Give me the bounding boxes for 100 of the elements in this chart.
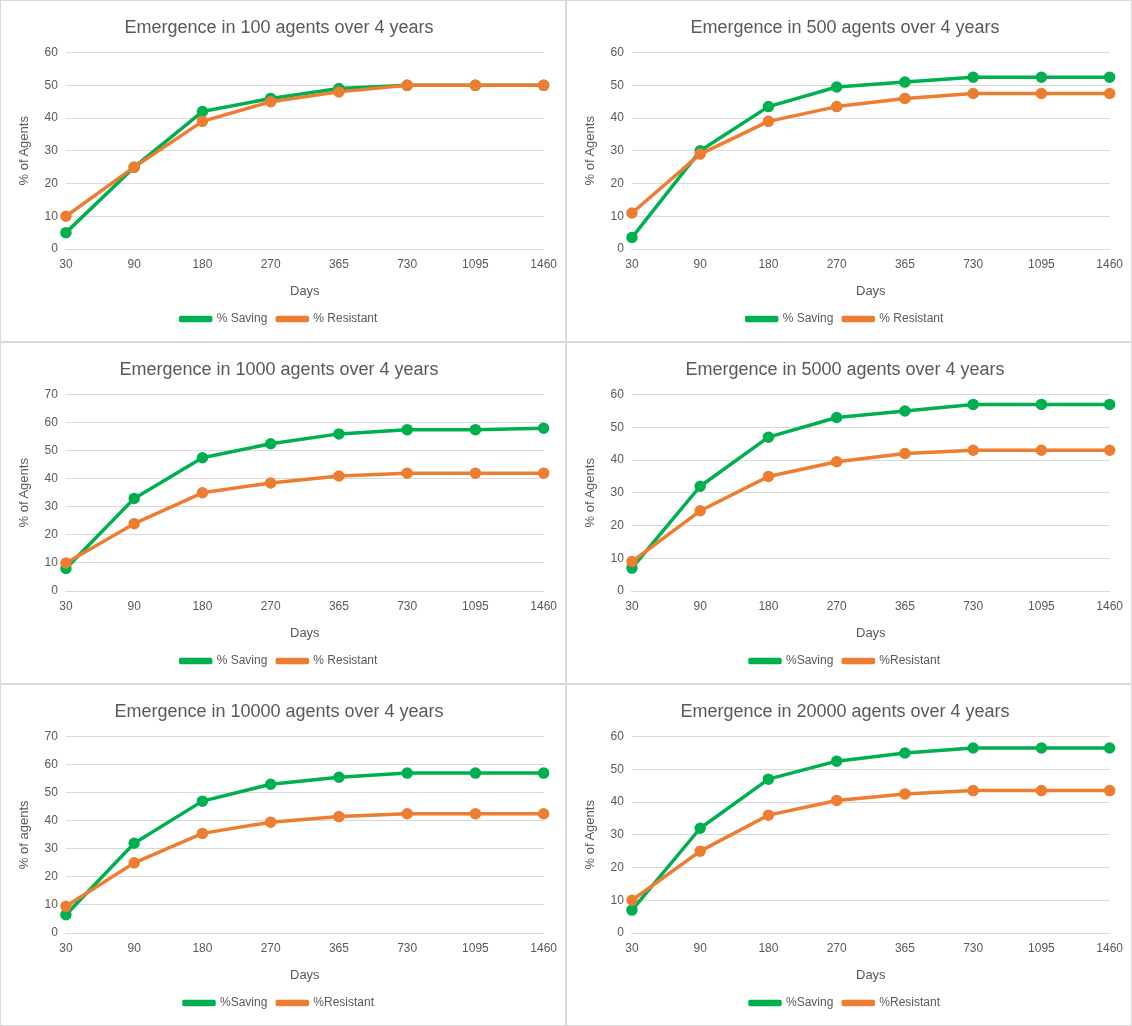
x-axis-title: Days [289,966,321,982]
y-tick-label: 20 [610,859,625,874]
x-tick-label: 270 [826,256,848,271]
y-tick-label: 70 [44,728,59,743]
x-tick-label: 180 [192,256,213,271]
y-tick-label: 30 [610,143,625,158]
x-axis-title: Days [855,624,887,640]
legend-label: %Resistant [879,653,941,668]
x-tick-label: 1460 [530,940,558,955]
legend-label: % Resistant [313,311,379,326]
x-tick-label: 270 [260,598,282,613]
x-tick-label: 1460 [1096,598,1124,613]
y-tick-label: 40 [44,471,59,486]
y-tick-label: 20 [610,517,625,532]
legend-label: % Saving [216,653,268,668]
x-tick-label: 90 [127,940,142,955]
x-tick-label: 1460 [1096,940,1124,955]
y-tick-label: 60 [44,414,59,429]
y-tick-label: 20 [610,175,625,190]
x-tick-label: 365 [328,598,350,613]
x-tick-label: 180 [758,256,779,271]
y-axis-title: % of Agents [582,457,598,528]
legend-label: % Resistant [313,653,379,668]
x-tick-label: 1460 [530,256,558,271]
y-tick-label: 60 [44,44,59,59]
x-axis-title: Days [855,966,887,982]
x-tick-label: 365 [328,256,350,271]
x-tick-label: 730 [397,940,418,955]
x-tick-label: 180 [192,940,213,955]
x-tick-label: 730 [963,256,984,271]
y-tick-label: 30 [44,499,59,514]
x-tick-label: 180 [192,598,213,613]
y-tick-label: 20 [44,869,59,884]
x-axis-title: Days [289,624,321,640]
x-tick-label: 270 [260,940,282,955]
chart-title: Emergence in 100 agents over 4 years [124,16,434,37]
y-tick-label: 0 [51,583,59,598]
x-tick-label: 1095 [462,256,490,271]
y-tick-label: 0 [617,241,625,256]
y-tick-label: 10 [610,208,625,223]
x-tick-label: 365 [894,256,916,271]
x-tick-label: 1095 [1028,256,1056,271]
y-tick-label: 50 [44,443,59,458]
x-tick-label: 1460 [1096,256,1124,271]
y-tick-label: 30 [610,827,625,842]
legend-label: % Saving [216,311,268,326]
x-tick-label: 365 [328,940,350,955]
y-axis-title: % of Agents [16,457,32,528]
chart-title: Emergence in 5000 agents over 4 years [685,358,1005,379]
legend-label: %Resistant [313,995,375,1010]
y-tick-label: 30 [44,143,59,158]
y-tick-label: 60 [44,756,59,771]
y-tick-label: 40 [44,110,59,125]
y-axis-title: % of Agents [16,115,32,186]
chart-title: Emergence in 20000 agents over 4 years [680,700,1010,721]
y-tick-label: 30 [44,841,59,856]
x-tick-label: 1095 [1028,598,1056,613]
legend-label: %Saving [219,995,268,1010]
chart-title: Emergence in 10000 agents over 4 years [114,700,444,721]
y-tick-label: 20 [44,527,59,542]
x-tick-label: 270 [826,940,848,955]
x-tick-label: 730 [963,598,984,613]
y-tick-label: 0 [51,925,59,940]
y-tick-label: 0 [617,925,625,940]
y-tick-label: 50 [610,77,625,92]
y-tick-label: 10 [610,892,625,907]
y-axis-title: % of Agents [582,115,598,186]
y-tick-label: 40 [610,110,625,125]
x-tick-label: 270 [826,598,848,613]
legend-label: % Saving [782,311,834,326]
x-axis-title: Days [855,282,887,298]
legend-label: % Resistant [879,311,945,326]
y-axis-title: % of agents [16,799,32,870]
y-tick-label: 60 [610,44,625,59]
x-tick-label: 90 [693,598,708,613]
y-tick-label: 50 [610,761,625,776]
y-axis-title: % of Agents [582,799,598,870]
y-tick-label: 40 [610,794,625,809]
x-tick-label: 730 [397,256,418,271]
y-tick-label: 0 [51,241,59,256]
legend-label: %Resistant [879,995,941,1010]
x-tick-label: 90 [693,940,708,955]
y-tick-label: 20 [44,175,59,190]
y-tick-label: 40 [44,813,59,828]
y-tick-label: 30 [610,485,625,500]
y-tick-label: 10 [610,550,625,565]
y-tick-label: 40 [610,452,625,467]
x-tick-label: 365 [894,940,916,955]
y-tick-label: 10 [44,897,59,912]
x-tick-label: 270 [260,256,282,271]
chart-title: Emergence in 1000 agents over 4 years [119,358,439,379]
x-tick-label: 90 [127,256,142,271]
x-tick-label: 180 [758,940,779,955]
x-tick-label: 90 [127,598,142,613]
y-tick-label: 50 [44,77,59,92]
x-tick-label: 1095 [462,940,490,955]
x-axis-title: Days [289,282,321,298]
y-tick-label: 0 [617,583,625,598]
x-tick-label: 730 [397,598,418,613]
y-tick-label: 10 [44,208,59,223]
